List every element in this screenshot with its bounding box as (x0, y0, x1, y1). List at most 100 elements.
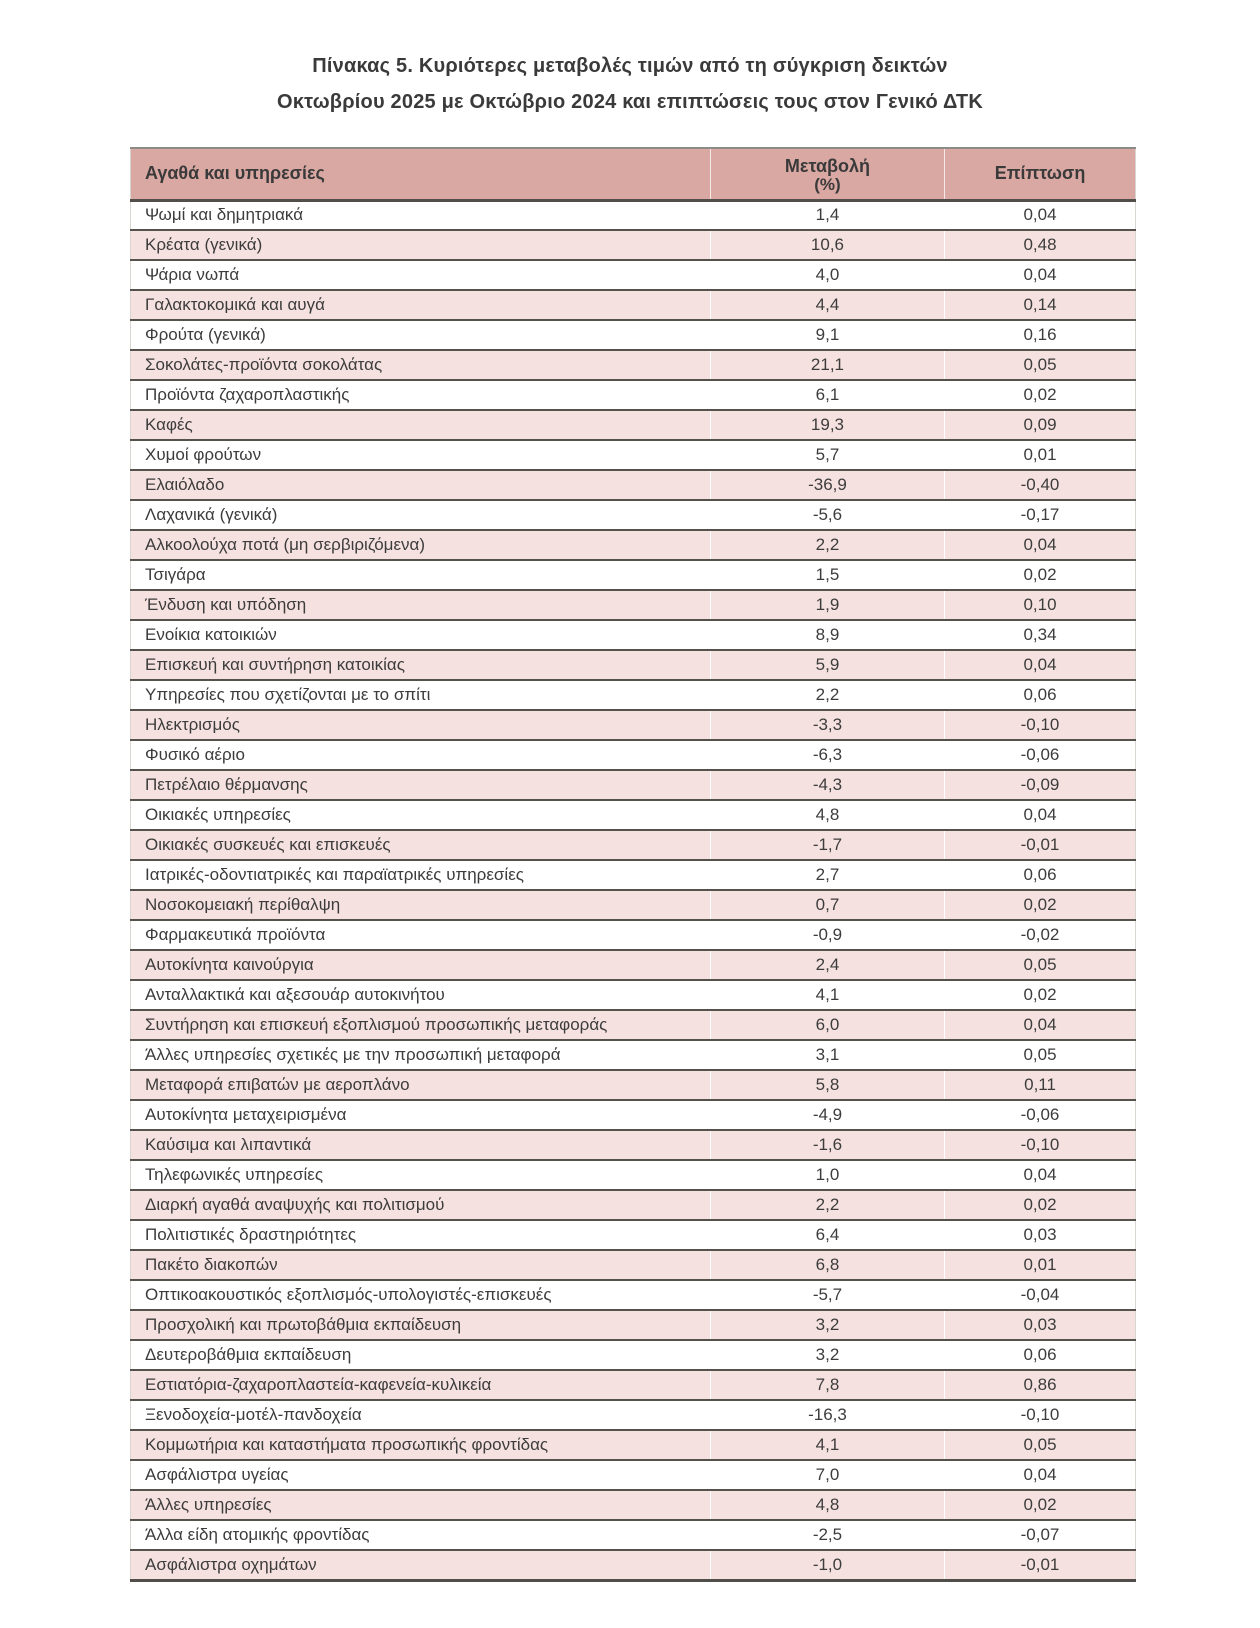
table-row: Λαχανικά (γενικά) -5,6 -0,17 (130, 500, 1136, 531)
row-change-percent: -4,9 (709, 1100, 945, 1131)
table-row: Προϊόντα ζαχαροπλαστικής 6,1 0,02 (130, 380, 1136, 411)
table-row: Ανταλλακτικά και αξεσουάρ αυτοκινήτου 4,1… (130, 980, 1136, 1011)
table-row: Γαλακτοκομικά και αυγά 4,4 0,14 (130, 290, 1136, 321)
row-change-percent: -6,3 (709, 740, 945, 771)
row-change-percent: 4,4 (709, 290, 945, 321)
table-title-line-1: Πίνακας 5. Κυριότερες μεταβολές τιμών απ… (312, 55, 948, 77)
row-change-percent: 3,2 (709, 1310, 945, 1341)
row-label: Ψωμί και δημητριακά (130, 200, 711, 231)
row-change-percent: 4,8 (709, 1490, 945, 1521)
row-label: Αυτοκίνητα μεταχειρισμένα (130, 1100, 711, 1131)
table-row: Οπτικοακουστικός εξοπλισμός-υπολογιστές-… (130, 1280, 1136, 1311)
table-row: Αυτοκίνητα μεταχειρισμένα -4,9 -0,06 (130, 1100, 1136, 1131)
table-header: Αγαθά και υπηρεσίες Μεταβολή (%) Επίπτωσ… (130, 148, 1136, 202)
row-label: Κρέατα (γενικά) (130, 230, 711, 261)
row-change-percent: 21,1 (709, 350, 945, 381)
row-label: Υπηρεσίες που σχετίζονται με το σπίτι (130, 680, 711, 711)
row-change-percent: 6,0 (709, 1010, 945, 1041)
row-impact: 0,05 (944, 1040, 1136, 1071)
row-impact: 0,16 (944, 320, 1136, 351)
row-change-percent: 19,3 (709, 410, 945, 441)
row-impact: 0,05 (944, 1430, 1136, 1461)
row-change-percent: 10,6 (709, 230, 945, 261)
table-title-line-2: Οκτωβρίου 2025 με Οκτώβριο 2024 και επιπ… (277, 91, 983, 113)
row-impact: 0,04 (944, 1010, 1136, 1041)
row-label: Οπτικοακουστικός εξοπλισμός-υπολογιστές-… (130, 1280, 711, 1311)
row-change-percent: 4,1 (709, 980, 945, 1011)
row-impact: 0,34 (944, 620, 1136, 651)
row-label: Οικιακές υπηρεσίες (130, 800, 711, 831)
row-impact: 0,04 (944, 260, 1136, 291)
table-row: Φαρμακευτικά προϊόντα -0,9 -0,02 (130, 920, 1136, 951)
table-body: Ψωμί και δημητριακά 1,4 0,04 Κρέατα (γενικά… (130, 200, 1136, 1582)
table-row: Δευτεροβάθμια εκπαίδευση 3,2 0,06 (130, 1340, 1136, 1371)
table-row: Υπηρεσίες που σχετίζονται με το σπίτι 2,2… (130, 680, 1136, 711)
row-change-percent: 4,1 (709, 1430, 945, 1461)
row-impact: -0,06 (944, 740, 1136, 771)
table-row: Σοκολάτες-προϊόντα σοκολάτας 21,1 0,05 (130, 350, 1136, 381)
row-change-percent: 5,7 (709, 440, 945, 471)
row-impact: 0,02 (944, 1190, 1136, 1221)
row-impact: 0,04 (944, 1160, 1136, 1191)
row-label: Δευτεροβάθμια εκπαίδευση (130, 1340, 711, 1371)
row-label: Εστιατόρια-ζαχαροπλαστεία-καφενεία-κυλικ… (130, 1370, 711, 1401)
row-change-percent: -5,7 (709, 1280, 945, 1311)
table-row: Ιατρικές-οδοντιατρικές και παραϊατρικές … (130, 860, 1136, 891)
row-impact: 0,05 (944, 950, 1136, 981)
row-label: Ενοίκια κατοικιών (130, 620, 711, 651)
table-row: Ασφάλιστρα οχημάτων -1,0 -0,01 (130, 1550, 1136, 1582)
row-impact: -0,01 (944, 1550, 1136, 1582)
table-title: Πίνακας 5. Κυριότερες μεταβολές τιμών απ… (0, 48, 1260, 120)
table-row: Διαρκή αγαθά αναψυχής και πολιτισμού 2,2 0… (130, 1190, 1136, 1221)
row-label: Οικιακές συσκευές και επισκευές (130, 830, 711, 861)
row-impact: 0,04 (944, 1460, 1136, 1491)
row-change-percent: 2,2 (709, 530, 945, 561)
table-row: Πολιτιστικές δραστηριότητες 6,4 0,03 (130, 1220, 1136, 1251)
header-change-unit: (%) (814, 174, 841, 194)
row-impact: -0,07 (944, 1520, 1136, 1551)
table-row: Ένδυση και υπόδηση 1,9 0,10 (130, 590, 1136, 621)
row-impact: 0,05 (944, 350, 1136, 381)
row-impact: -0,06 (944, 1100, 1136, 1131)
row-impact: 0,06 (944, 1340, 1136, 1371)
row-label: Ασφάλιστρα οχημάτων (130, 1550, 711, 1582)
row-change-percent: 6,4 (709, 1220, 945, 1251)
row-label: Χυμοί φρούτων (130, 440, 711, 471)
table-row: Ασφάλιστρα υγείας 7,0 0,04 (130, 1460, 1136, 1491)
row-change-percent: 4,8 (709, 800, 945, 831)
row-change-percent: 1,9 (709, 590, 945, 621)
row-change-percent: 2,2 (709, 680, 945, 711)
row-impact: -0,10 (944, 710, 1136, 741)
row-label: Τσιγάρα (130, 560, 711, 591)
row-change-percent: 3,1 (709, 1040, 945, 1071)
row-impact: 0,02 (944, 980, 1136, 1011)
row-change-percent: 2,2 (709, 1190, 945, 1221)
table-row: Τσιγάρα 1,5 0,02 (130, 560, 1136, 591)
table-row: Ελαιόλαδο -36,9 -0,40 (130, 470, 1136, 501)
row-change-percent: -3,3 (709, 710, 945, 741)
row-label: Προϊόντα ζαχαροπλαστικής (130, 380, 711, 411)
row-impact: -0,10 (944, 1400, 1136, 1431)
table-row: Κρέατα (γενικά) 10,6 0,48 (130, 230, 1136, 261)
row-impact: 0,04 (944, 800, 1136, 831)
row-change-percent: 1,5 (709, 560, 945, 591)
row-impact: 0,04 (944, 530, 1136, 561)
table-row: Κομμωτήρια και καταστήματα προσωπικής φρ… (130, 1430, 1136, 1461)
row-label: Σοκολάτες-προϊόντα σοκολάτας (130, 350, 711, 381)
row-impact: -0,17 (944, 500, 1136, 531)
row-impact: -0,02 (944, 920, 1136, 951)
header-impact: Επίπτωση (944, 148, 1136, 202)
row-label: Ανταλλακτικά και αξεσουάρ αυτοκινήτου (130, 980, 711, 1011)
row-change-percent: -2,5 (709, 1520, 945, 1551)
table-row: Εστιατόρια-ζαχαροπλαστεία-καφενεία-κυλικ… (130, 1370, 1136, 1401)
row-impact: -0,09 (944, 770, 1136, 801)
row-label: Προσχολική και πρωτοβάθμια εκπαίδευση (130, 1310, 711, 1341)
row-label: Κομμωτήρια και καταστήματα προσωπικής φρ… (130, 1430, 711, 1461)
row-label: Λαχανικά (γενικά) (130, 500, 711, 531)
row-label: Πακέτο διακοπών (130, 1250, 711, 1281)
row-change-percent: 5,9 (709, 650, 945, 681)
header-goods-services: Αγαθά και υπηρεσίες (130, 148, 711, 202)
row-change-percent: 1,0 (709, 1160, 945, 1191)
row-impact: 0,03 (944, 1310, 1136, 1341)
